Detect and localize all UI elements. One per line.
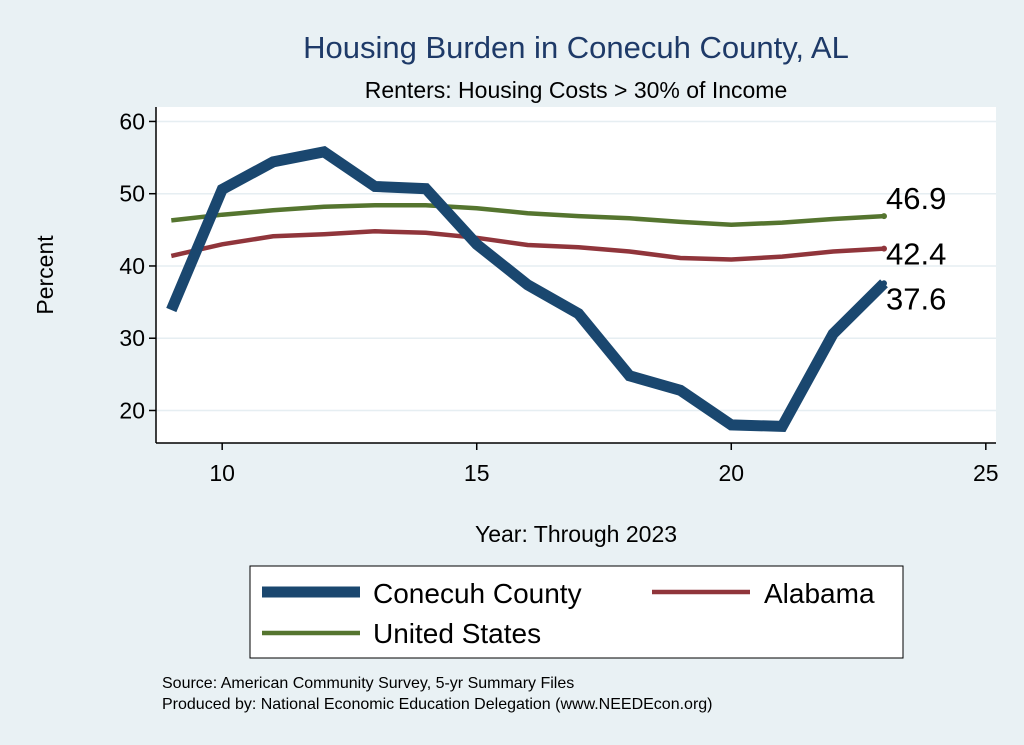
end-label-conecuh-county: 37.6 [886, 281, 946, 316]
x-tick-label-15: 15 [464, 460, 490, 486]
y-tick-label-40: 40 [119, 253, 145, 279]
y-tick-label-50: 50 [119, 181, 145, 207]
legend-label-conecuh-county: Conecuh County [373, 578, 582, 609]
end-labels: 37.6 42.4 46.9 [886, 181, 946, 316]
source-line-2: Produced by: National Economic Education… [162, 696, 713, 713]
x-tick-label-10: 10 [209, 460, 235, 486]
end-label-united-states: 46.9 [886, 181, 946, 216]
legend: Conecuh County Alabama United States [249, 565, 904, 659]
end-marker-united-states [881, 213, 887, 220]
legend-box [249, 565, 904, 659]
x-tick-label-25: 25 [973, 460, 999, 486]
x-axis-title: Year: Through 2023 [475, 521, 677, 547]
end-marker-conecuh-county [881, 280, 887, 287]
plot-area [156, 107, 996, 443]
x-tick-label-20: 20 [718, 460, 744, 486]
end-label-alabama: 42.4 [886, 237, 946, 272]
y-axis-ticks: 20 30 40 50 60 [119, 108, 156, 423]
y-tick-label-30: 30 [119, 325, 145, 351]
series-lines [166, 145, 888, 432]
y-axis-title: Percent [32, 235, 58, 315]
y-tick-label-60: 60 [119, 108, 145, 134]
source-line-1: Source: American Community Survey, 5-yr … [162, 675, 574, 692]
chart-title: Housing Burden in Conecuh County, AL [303, 30, 849, 65]
y-tick-label-20: 20 [119, 397, 145, 423]
legend-label-united-states: United States [373, 618, 541, 649]
gridlines [156, 120, 996, 412]
chart-subtitle: Renters: Housing Costs > 30% of Income [365, 77, 788, 103]
end-marker-alabama [881, 245, 887, 252]
series-line-alabama [170, 229, 885, 262]
x-axis-ticks: 10 15 20 25 [209, 443, 999, 486]
series-line-united-states [171, 203, 885, 228]
series-line-conecuh-county [166, 145, 888, 432]
legend-label-alabama: Alabama [764, 578, 875, 609]
